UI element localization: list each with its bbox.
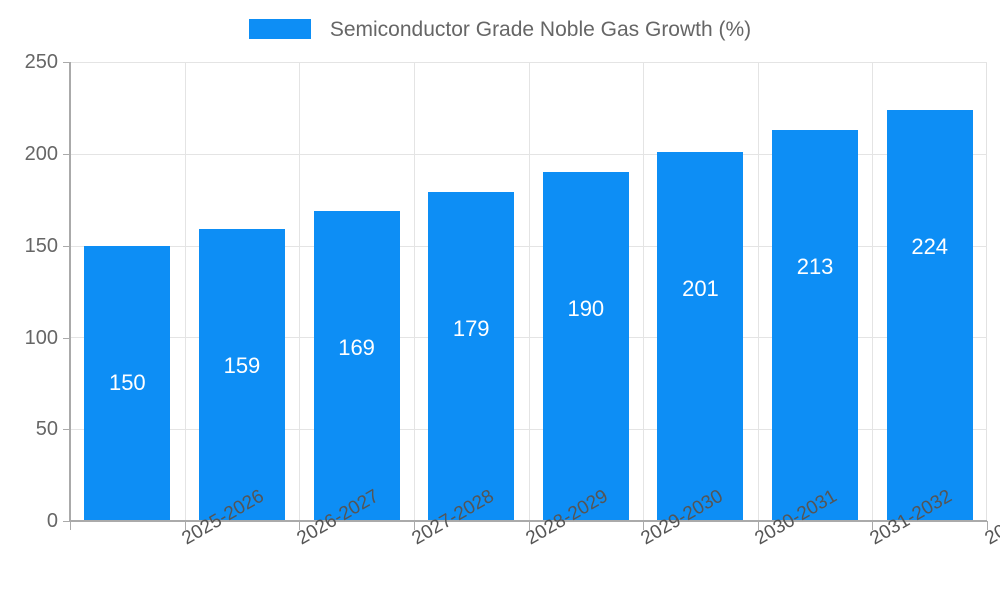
- chart-legend: Semiconductor Grade Noble Gas Growth (%): [0, 12, 1000, 46]
- legend-label: Semiconductor Grade Noble Gas Growth (%): [329, 17, 752, 41]
- gridline-v-5: [643, 62, 644, 521]
- y-tick-label-150: 150: [24, 235, 58, 257]
- y-tick-mark-100: [63, 338, 71, 339]
- x-tick-mark-6: [758, 521, 759, 530]
- bar-value-label: 159: [223, 353, 261, 379]
- x-tick-mark-4: [529, 521, 530, 530]
- gridline-h-200: [70, 153, 987, 155]
- y-axis-ticks: 0 50 100 150 200 250: [0, 0, 58, 600]
- gridline-v-2: [299, 62, 300, 521]
- x-tick-mark-2: [299, 521, 300, 530]
- x-tick-mark-0: [70, 521, 71, 530]
- bar-value-label: 224: [911, 233, 949, 259]
- y-axis-line: [69, 62, 71, 522]
- bar-value-label: 150: [108, 369, 146, 395]
- x-tick-label: 2025-2026: [179, 486, 268, 550]
- gridline-h-50: [70, 429, 987, 431]
- x-tick-label: 2032-2033: [981, 485, 1000, 550]
- gridline-v-3: [414, 62, 415, 521]
- gridline-v-1: [185, 62, 186, 521]
- x-tick-label: 2030-2031: [752, 486, 841, 550]
- x-tick-label: 2028-2029: [523, 486, 612, 550]
- y-tick-label-50: 50: [35, 418, 58, 440]
- gridline-h-150: [70, 245, 987, 247]
- y-tick-mark-250: [63, 62, 71, 63]
- gridline-v-4: [529, 62, 530, 521]
- plot-area: 150 159 169 179 190 201 213 224: [70, 62, 987, 521]
- bar[interactable]: [84, 245, 171, 521]
- x-axis-line: [69, 520, 987, 522]
- y-tick-mark-0: [63, 521, 71, 522]
- y-tick-mark-200: [63, 154, 71, 155]
- legend-item-series-1[interactable]: Semiconductor Grade Noble Gas Growth (%): [248, 17, 752, 41]
- x-tick-mark-8: [987, 521, 988, 530]
- gridline-v-6: [758, 62, 759, 521]
- y-tick-mark-50: [63, 429, 71, 430]
- bar-value-label: 213: [796, 253, 834, 279]
- x-tick-mark-3: [414, 521, 415, 530]
- x-tick-label: 2027-2028: [408, 486, 497, 550]
- bar[interactable]: [313, 210, 400, 521]
- y-tick-label-100: 100: [24, 327, 58, 349]
- x-tick-label: 2029-2030: [637, 486, 726, 550]
- x-tick-label: 2026-2027: [293, 486, 382, 550]
- gridline-v-7: [872, 62, 873, 521]
- y-tick-label-200: 200: [24, 143, 58, 165]
- bar[interactable]: [886, 109, 973, 521]
- bar-value-label: 179: [452, 316, 490, 342]
- bar[interactable]: [198, 229, 285, 521]
- bar-value-label: 169: [338, 334, 375, 360]
- x-tick-mark-7: [872, 521, 873, 530]
- bar-value-label: 190: [567, 296, 605, 322]
- y-tick-label-250: 250: [24, 51, 58, 73]
- bar[interactable]: [657, 151, 744, 521]
- x-tick-mark-5: [643, 521, 644, 530]
- bar-value-label: 201: [682, 275, 719, 301]
- y-tick-mark-150: [63, 246, 71, 247]
- x-tick-mark-1: [185, 521, 186, 530]
- bar[interactable]: [772, 129, 859, 521]
- x-tick-label: 2031-2032: [867, 486, 956, 550]
- legend-swatch-icon: [248, 19, 311, 39]
- gridline-h-250: [70, 62, 987, 63]
- bar[interactable]: [542, 172, 629, 521]
- bar[interactable]: [428, 192, 515, 521]
- y-tick-label-0: 0: [46, 510, 58, 532]
- gridline-h-100: [70, 337, 987, 339]
